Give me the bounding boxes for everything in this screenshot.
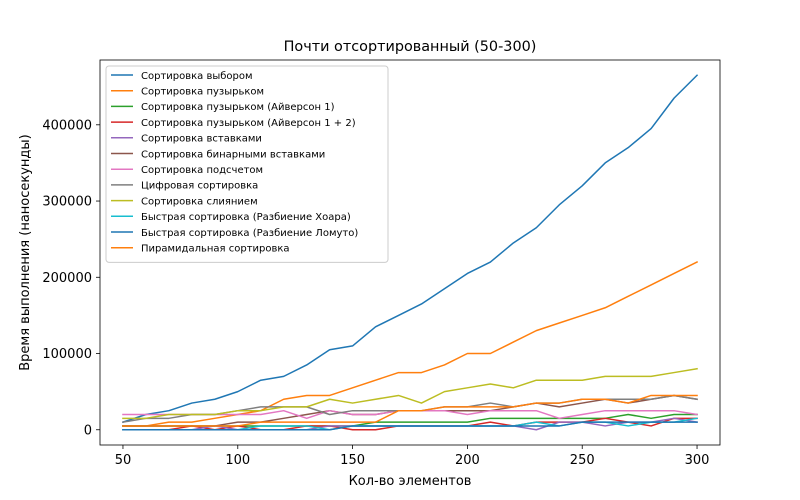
legend-label: Сортировка пузырьком	[141, 87, 264, 98]
y-tick-label: 100000	[42, 347, 92, 362]
series-line-1	[122, 74, 699, 424]
legend-label: Сортировка подсчетом	[141, 165, 263, 176]
legend-label: Быстрая сортировка (Разбиение Хоара)	[141, 212, 351, 223]
y-tick-label: 0	[84, 423, 92, 438]
legend-label: Сортировка вставками	[141, 134, 262, 145]
legend-label: Сортировка выбором	[141, 71, 253, 82]
legend: Сортировка выбором Сортировка пузырьком Со…	[105, 65, 389, 263]
legend-label: Быстрая сортировка (Разбиение Ломуто)	[141, 228, 358, 239]
y-tick-label: 300000	[42, 195, 92, 210]
series-line-11	[122, 421, 698, 431]
x-tick-label: 200	[455, 453, 480, 468]
x-tick-label: 250	[570, 453, 595, 468]
series-line-2	[122, 261, 699, 427]
legend-box	[105, 65, 389, 263]
y-tick-label: 200000	[42, 271, 92, 286]
x-tick-label: 300	[685, 453, 710, 468]
x-tick-label: 100	[225, 453, 250, 468]
series-line-12	[122, 394, 698, 427]
x-tick-label: 50	[115, 453, 132, 468]
plot-frame	[99, 59, 721, 446]
legend-label: Цифровая сортировка	[141, 181, 258, 192]
legend-label: Сортировка пузырьком (Айверсон 1)	[141, 102, 335, 113]
legend-label: Сортировка бинарными вставками	[141, 149, 325, 160]
y-axis: 0 100000 200000 300000 400000	[42, 118, 100, 438]
series-line-9	[122, 367, 698, 420]
series-layer	[122, 74, 699, 431]
x-axis-label: Кол-во элементов	[349, 474, 472, 489]
legend-label: Сортировка пузырьком (Айверсон 1 + 2)	[141, 118, 356, 129]
y-axis-label: Время выполнения (наносекунды)	[18, 134, 33, 371]
x-tick-label: 150	[340, 453, 365, 468]
chart-title: Почти отсортированный (50-300)	[284, 39, 537, 55]
legend-label: Пирамидальная сортировка	[141, 244, 290, 255]
legend-label: Сортировка слиянием	[141, 196, 258, 207]
x-axis: 50 100 150 200 250 300	[115, 445, 710, 468]
y-tick-label: 400000	[42, 118, 92, 133]
